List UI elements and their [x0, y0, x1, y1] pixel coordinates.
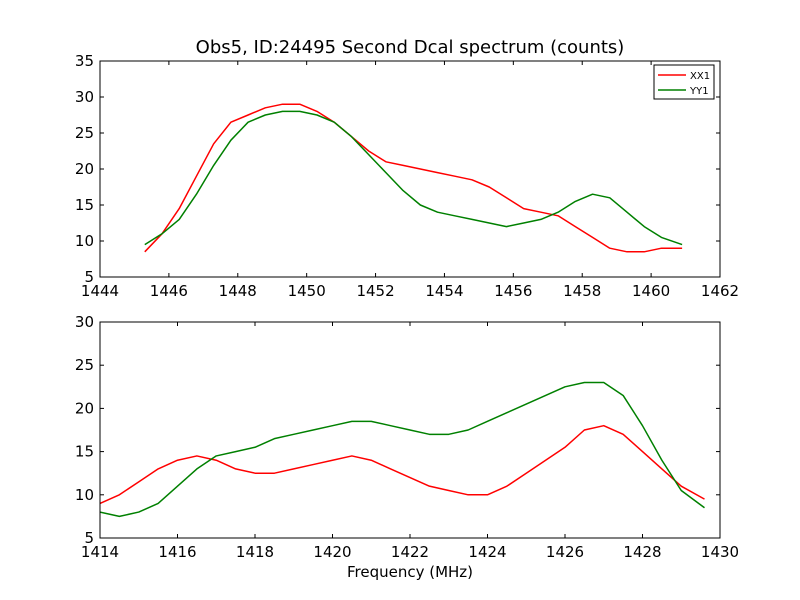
x-tick-label: 1462: [701, 282, 739, 300]
x-tick-label: 1422: [391, 543, 429, 561]
y-tick-label: 10: [75, 232, 94, 250]
y-tick-label: 25: [75, 124, 94, 142]
x-tick-label: 1456: [494, 282, 532, 300]
series-line-yy1: [144, 110, 683, 246]
series-line-yy1: [100, 381, 705, 518]
legend-label-xx1: XX1: [690, 71, 710, 82]
x-tick-label: 1458: [563, 282, 601, 300]
x-axis-label: Frequency (MHz): [347, 563, 473, 581]
y-tick-label: 20: [75, 399, 94, 417]
y-tick-label: 30: [75, 88, 94, 106]
x-tick-label: 1418: [236, 543, 274, 561]
x-tick-label: 1454: [425, 282, 463, 300]
x-tick-label: 1448: [219, 282, 257, 300]
top-panel: 1444 1446 1448 1450 1452 1454 1456 1458 1460 1462…: [75, 52, 739, 300]
y-tick-label: 15: [75, 196, 94, 214]
x-tick-label: 1444: [81, 282, 119, 300]
series-line-xx1: [144, 103, 683, 253]
x-tick-label: 1450: [288, 282, 326, 300]
x-tick-label: 1416: [158, 543, 196, 561]
y-tick-label: 35: [75, 52, 94, 70]
x-tick-label: 1426: [546, 543, 584, 561]
chart-title: Obs5, ID:24495 Second Dcal spectrum (cou…: [196, 37, 625, 58]
x-tick-label: 1428: [623, 543, 661, 561]
y-tick-label: 5: [84, 268, 94, 286]
y-tick-label: 15: [75, 443, 94, 461]
bottom-panel: 1414 1416 1418 1420 1422 1424 1426 1428 1430 5 10 1…: [75, 313, 739, 561]
series-line-xx1: [100, 424, 705, 505]
y-tick-label: 20: [75, 160, 94, 178]
x-tick-label: 1420: [313, 543, 351, 561]
y-tick-label: 30: [75, 313, 94, 331]
legend-label-yy1: YY1: [689, 86, 709, 97]
y-tick-label: 10: [75, 486, 94, 504]
x-tick-label: 1452: [356, 282, 394, 300]
x-tick-label: 1460: [632, 282, 670, 300]
x-tick-label: 1424: [468, 543, 506, 561]
x-tick-label: 1430: [701, 543, 739, 561]
x-tick-label: 1446: [150, 282, 188, 300]
legend-box: [653, 64, 715, 100]
y-tick-label: 25: [75, 356, 94, 374]
y-tick-label: 5: [84, 529, 94, 547]
x-tick-label: 1414: [81, 543, 119, 561]
